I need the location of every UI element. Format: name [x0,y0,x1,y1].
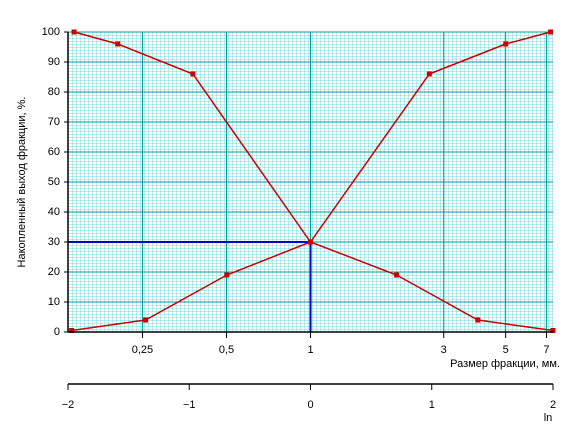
x-tick-label: 2 [550,399,556,411]
y-tick-label: 60 [48,146,60,158]
x2-tick-label: 3 [441,344,447,356]
y-tick-label: 50 [48,176,60,188]
x2-tick-label: 0,25 [132,344,153,356]
point [426,71,432,77]
marks [68,29,556,333]
point [475,317,481,323]
point [190,71,196,77]
x-axis-name: ln [544,412,553,424]
x-tick-label: 1 [429,399,435,411]
point [115,41,121,47]
y-tick-label: 30 [48,236,60,248]
x2-tick-label: 5 [503,344,509,356]
point [71,29,77,35]
y-tick-label: 80 [48,86,60,98]
point [143,317,149,323]
x-tick-label: −2 [62,399,75,411]
y-tick-label: 70 [48,116,60,128]
y-tick-label: 90 [48,56,60,68]
y-tick-label: 40 [48,206,60,218]
x-tick-label: −1 [183,399,196,411]
y-tick-label: 100 [42,26,60,38]
x-tick-label: 0 [307,399,313,411]
point [503,41,509,47]
x-axis-label: Размер фракции, мм. [450,358,560,370]
point [69,328,75,333]
y-tick-label: 0 [54,326,60,338]
point [548,29,554,35]
x2-tick-label: 0,5 [219,344,234,356]
point [224,272,230,278]
y-axis-label: Накопленный выход фракции, %. [16,97,28,268]
y-tick-label: 10 [48,296,60,308]
point [394,272,400,278]
y-tick-label: 20 [48,266,60,278]
x2-tick-label: 7 [543,344,549,356]
x2-tick-label: 1 [307,344,313,356]
point [550,328,556,333]
point [308,239,313,245]
